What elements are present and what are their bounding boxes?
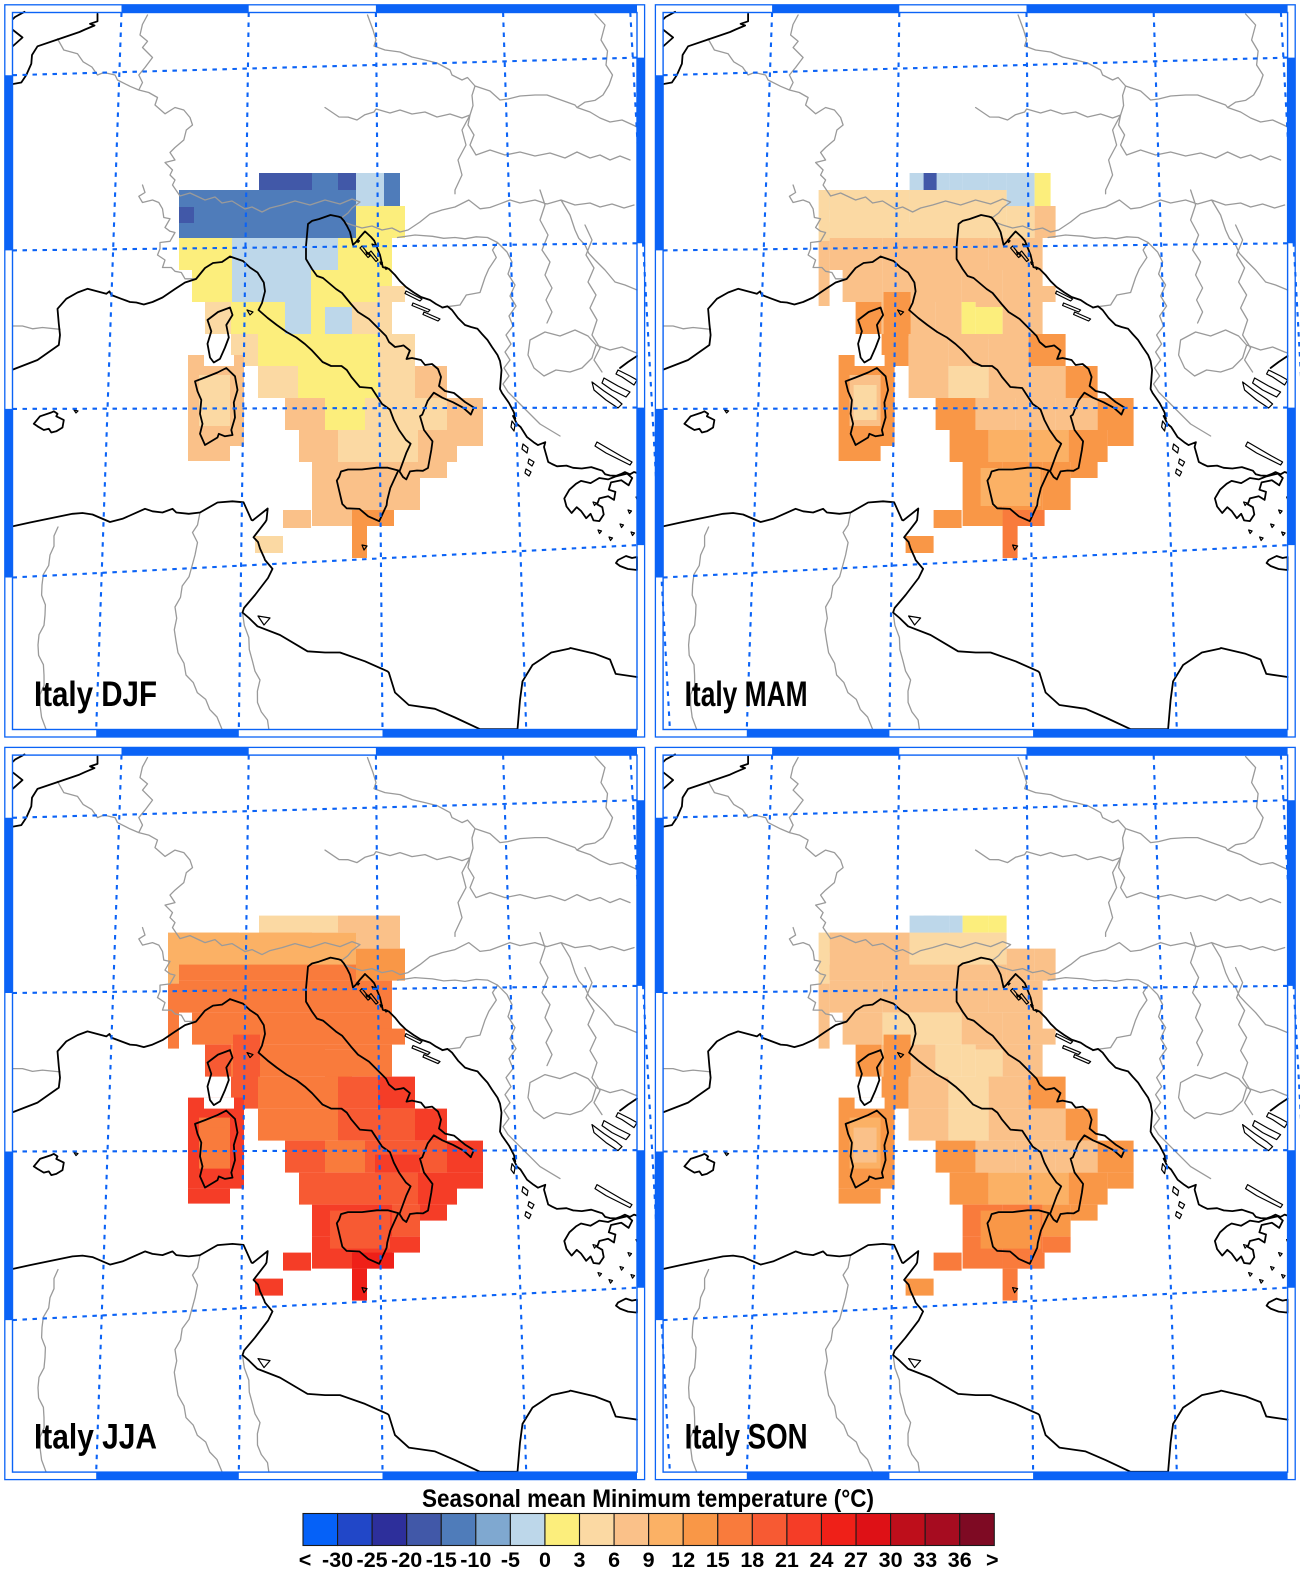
svg-text:Italy SON: Italy SON [685, 1418, 808, 1457]
svg-text:-15: -15 [426, 1548, 457, 1572]
svg-text:0: 0 [539, 1548, 551, 1572]
svg-text:30: 30 [879, 1548, 903, 1572]
svg-text:<: < [299, 1548, 312, 1572]
svg-text:24: 24 [810, 1548, 834, 1572]
svg-text:Italy JJA: Italy JJA [34, 1418, 157, 1457]
svg-text:Seasonal mean Minimum temperat: Seasonal mean Minimum temperature (°C) [422, 1485, 874, 1513]
svg-text:33: 33 [913, 1548, 937, 1572]
svg-text:27: 27 [844, 1548, 868, 1572]
svg-text:>: > [986, 1548, 999, 1572]
svg-text:Italy MAM: Italy MAM [685, 675, 808, 714]
svg-text:36: 36 [948, 1548, 972, 1572]
svg-text:6: 6 [608, 1548, 620, 1572]
svg-text:18: 18 [740, 1548, 764, 1572]
svg-text:3: 3 [574, 1548, 586, 1572]
svg-text:-30: -30 [322, 1548, 353, 1572]
svg-text:12: 12 [671, 1548, 695, 1572]
svg-text:-25: -25 [357, 1548, 388, 1572]
svg-text:15: 15 [706, 1548, 730, 1572]
svg-text:-5: -5 [501, 1548, 520, 1572]
svg-text:-20: -20 [391, 1548, 422, 1572]
svg-text:Italy DJF: Italy DJF [34, 675, 157, 714]
svg-text:-10: -10 [460, 1548, 491, 1572]
svg-text:9: 9 [643, 1548, 655, 1572]
svg-text:21: 21 [775, 1548, 799, 1572]
